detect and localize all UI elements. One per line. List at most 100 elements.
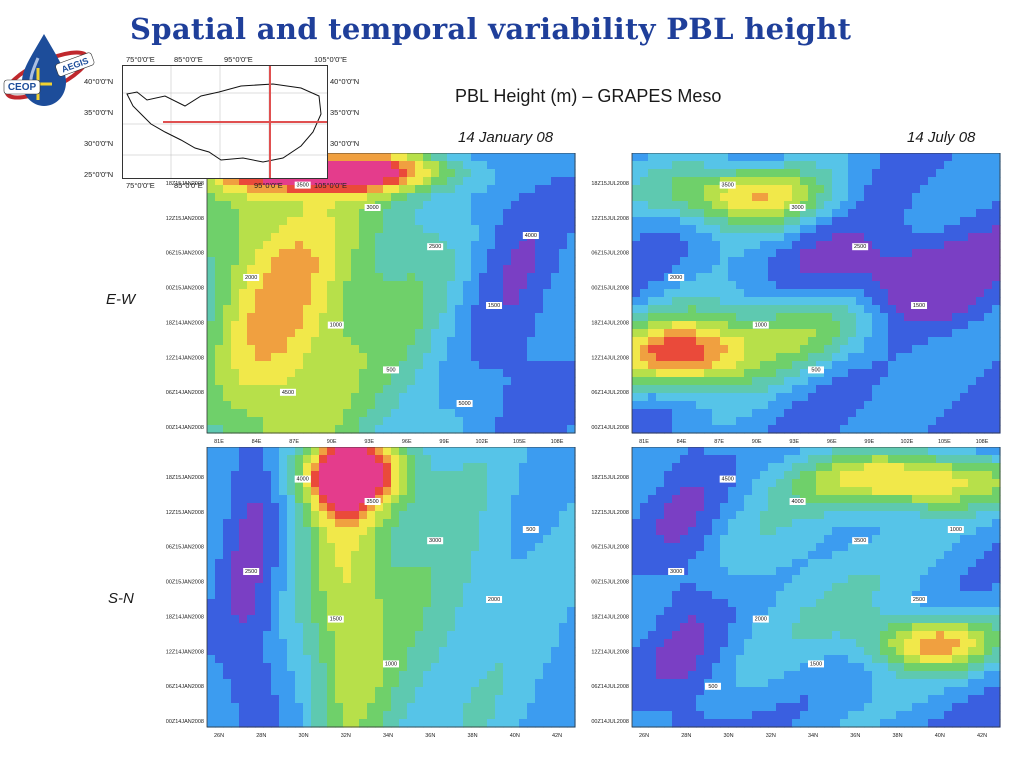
heatmap-cell	[471, 607, 480, 616]
heatmap-cell	[800, 305, 809, 314]
heatmap-cell	[896, 417, 905, 426]
heatmap-cell	[471, 543, 480, 552]
heatmap-cell	[311, 177, 320, 186]
heatmap-cell	[511, 329, 520, 338]
heatmap-cell	[736, 401, 745, 410]
heatmap-cell	[231, 663, 240, 672]
heatmap-cell	[303, 639, 312, 648]
heatmap-cell	[367, 305, 376, 314]
heatmap-cell	[543, 703, 552, 712]
heatmap-cell	[519, 535, 528, 544]
heatmap-cell	[567, 289, 576, 298]
heatmap-cell	[471, 479, 480, 488]
heatmap-cell	[503, 241, 512, 250]
heatmap-cell	[527, 305, 536, 314]
heatmap-cell	[311, 233, 320, 242]
heatmap-cell	[231, 417, 240, 426]
heatmap-cell	[760, 265, 769, 274]
heatmap-cell	[215, 527, 224, 536]
heatmap-cell	[471, 361, 480, 370]
heatmap-cell	[255, 193, 264, 202]
heatmap-cell	[904, 201, 913, 210]
heatmap-cell	[463, 711, 472, 720]
heatmap-cell	[335, 177, 344, 186]
heatmap-cell	[207, 209, 216, 218]
heatmap-cell	[744, 177, 753, 186]
heatmap-cell	[367, 567, 376, 576]
heatmap-cell	[207, 233, 216, 242]
heatmap-cell	[904, 401, 913, 410]
heatmap-cell	[479, 185, 488, 194]
heatmap-cell	[303, 599, 312, 608]
heatmap-cell	[640, 281, 649, 290]
heatmap-cell	[688, 249, 697, 258]
heatmap-cell	[327, 297, 336, 306]
heatmap-cell	[359, 607, 368, 616]
heatmap-cell	[535, 647, 544, 656]
heatmap-cell	[944, 153, 953, 162]
heatmap-cell	[231, 193, 240, 202]
heatmap-cell	[904, 337, 913, 346]
heatmap-cell	[543, 209, 552, 218]
heatmap-cell	[768, 257, 777, 266]
heatmap-cell	[503, 321, 512, 330]
heatmap-cell	[383, 233, 392, 242]
heatmap-cell	[303, 511, 312, 520]
heatmap-cell	[319, 495, 328, 504]
heatmap-cell	[543, 575, 552, 584]
heatmap-cell	[728, 425, 737, 434]
heatmap-cell	[808, 249, 817, 258]
heatmap-cell	[559, 575, 568, 584]
heatmap-cell	[335, 655, 344, 664]
heatmap-cell	[327, 241, 336, 250]
heatmap-cell	[920, 193, 929, 202]
heatmap-cell	[479, 711, 488, 720]
heatmap-cell	[351, 639, 360, 648]
heatmap-cell	[704, 185, 713, 194]
heatmap-cell	[543, 337, 552, 346]
heatmap-cell	[495, 671, 504, 680]
heatmap-cell	[928, 393, 937, 402]
heatmap-cell	[856, 249, 865, 258]
heatmap-cell	[832, 281, 841, 290]
heatmap-cell	[295, 551, 304, 560]
heatmap-cell	[359, 695, 368, 704]
heatmap-cell	[712, 225, 721, 234]
heatmap-cell	[896, 313, 905, 322]
heatmap-cell	[359, 639, 368, 648]
heatmap-cell	[231, 679, 240, 688]
heatmap-cell	[463, 607, 472, 616]
heatmap-cell	[864, 377, 873, 386]
heatmap-cell	[832, 417, 841, 426]
heatmap-cell	[527, 289, 536, 298]
heatmap-cell	[543, 671, 552, 680]
heatmap-cell	[295, 361, 304, 370]
heatmap-cell	[279, 177, 288, 186]
heatmap-cell	[960, 337, 969, 346]
heatmap-cell	[519, 217, 528, 226]
heatmap-cell	[672, 385, 681, 394]
heatmap-cell	[487, 241, 496, 250]
heatmap-cell	[551, 671, 560, 680]
heatmap-cell	[688, 169, 697, 178]
heatmap-cell	[399, 679, 408, 688]
heatmap-cell	[920, 337, 929, 346]
heatmap-cell	[696, 225, 705, 234]
heatmap-cell	[912, 169, 921, 178]
heatmap-cell	[632, 361, 641, 370]
heatmap-cell	[471, 559, 480, 568]
heatmap-cell	[632, 249, 641, 258]
heatmap-cell	[263, 401, 272, 410]
heatmap-cell	[551, 527, 560, 536]
contour-label-text: 3000	[791, 205, 803, 211]
heatmap-cell	[231, 297, 240, 306]
heatmap-cell	[447, 607, 456, 616]
heatmap-cell	[776, 329, 785, 338]
heatmap-cell	[936, 249, 945, 258]
heatmap-cell	[776, 385, 785, 394]
heatmap-cell	[808, 305, 817, 314]
heatmap-cell	[976, 305, 985, 314]
heatmap-cell	[535, 591, 544, 600]
heatmap-cell	[311, 471, 320, 480]
heatmap-cell	[375, 377, 384, 386]
